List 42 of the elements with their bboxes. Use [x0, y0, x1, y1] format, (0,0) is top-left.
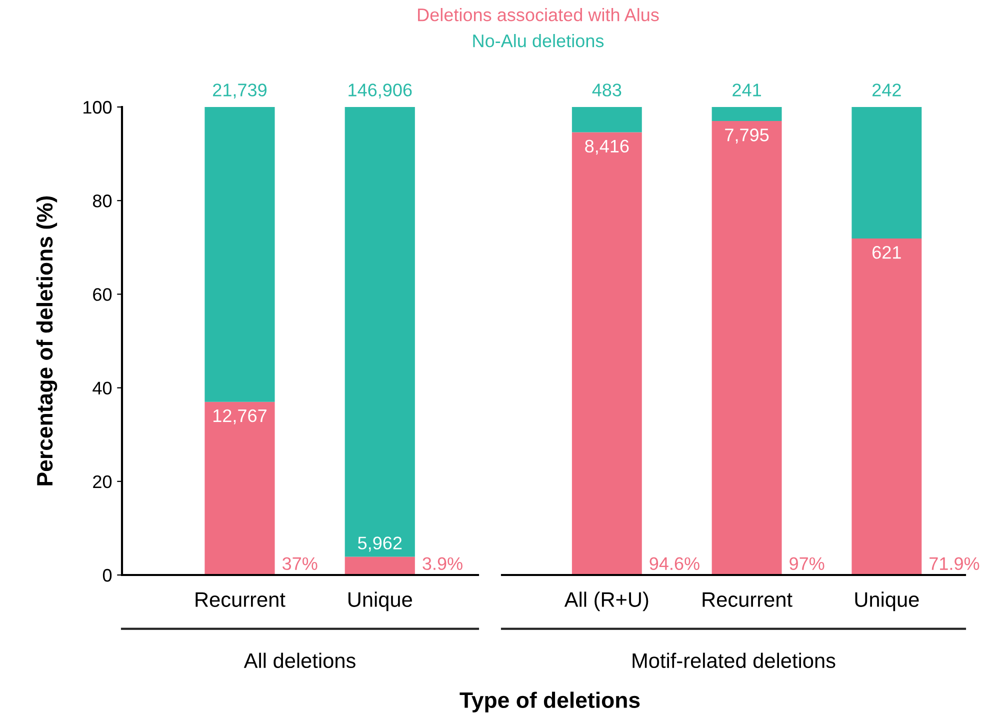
annotation: 483: [592, 84, 622, 96]
annotation: 621: [872, 246, 901, 259]
bar: [344, 107, 415, 557]
y-tick-label: 40: [92, 382, 112, 395]
annotation: 3.9%: [422, 557, 462, 570]
x-tick-label: Unique: [855, 592, 919, 612]
x-axis-title: All deletions: [244, 652, 356, 668]
bar: [852, 238, 922, 575]
annotation: 21,739: [213, 84, 266, 99]
annotation: 71.9%: [930, 557, 980, 570]
bar: [344, 556, 415, 575]
y-tick-label: 80: [92, 194, 112, 208]
annotation: 241: [732, 84, 761, 96]
x-tick-label: Recurrent: [196, 592, 286, 607]
text: No-Alu deletions: [473, 34, 604, 48]
y-tick-label: 100: [84, 100, 112, 114]
bar: [572, 107, 642, 132]
bar: [712, 107, 782, 122]
bar: [204, 402, 275, 575]
bar: [852, 107, 922, 239]
bar: [572, 132, 642, 575]
annotation: 12,767: [214, 409, 266, 424]
annotation: 242: [872, 84, 901, 96]
annotation: 37%: [282, 557, 318, 570]
annotation: 7,795: [725, 128, 769, 144]
x-axis-title: Motif-related deletions: [632, 652, 836, 668]
bar: [712, 121, 782, 575]
annotation: 97%: [790, 557, 824, 570]
x-tick-label: Recurrent: [702, 592, 792, 607]
y-axis-title: Percentage of deletions (%): [36, 196, 58, 486]
y-tick-label: 60: [93, 288, 112, 301]
annotation: 94.6%: [650, 557, 700, 570]
text: Type of deletions: [460, 692, 640, 712]
y-tick-label: 0: [102, 568, 112, 582]
y-tick-label: 20: [93, 475, 112, 488]
x-tick-label: Unique: [348, 592, 412, 612]
bar: [204, 107, 275, 402]
annotation: 8,416: [585, 140, 629, 155]
annotation: 146,906: [348, 84, 412, 99]
x-tick-label: All (R+U): [564, 592, 648, 612]
annotation: 5,962: [358, 536, 402, 552]
text: Deletions associated with Alus: [418, 8, 659, 22]
